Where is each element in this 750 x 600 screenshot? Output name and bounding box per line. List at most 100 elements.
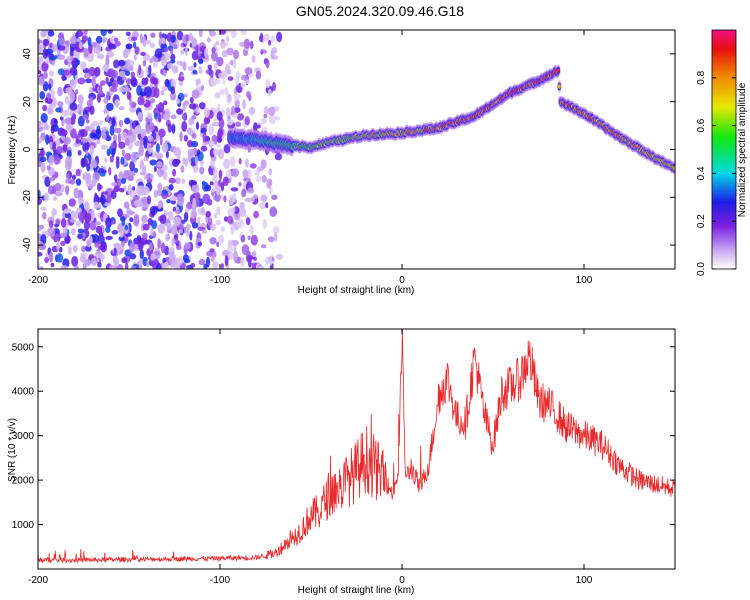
noise-cell xyxy=(216,56,224,67)
noise-cell xyxy=(213,213,218,219)
noise-cell xyxy=(260,117,267,125)
noise-cell xyxy=(38,137,43,144)
noise-cell xyxy=(115,99,119,107)
noise-cell xyxy=(115,158,120,169)
noise-cell xyxy=(106,91,110,101)
noise-cell xyxy=(48,251,54,263)
noise-cell xyxy=(163,100,168,106)
noise-cell xyxy=(215,219,222,226)
noise-cell xyxy=(202,132,207,143)
noise-cell xyxy=(114,40,121,47)
noise-cell xyxy=(111,69,118,79)
noise-cell xyxy=(190,140,199,148)
noise-cell xyxy=(153,166,157,172)
noise-cell xyxy=(157,202,162,210)
noise-cell xyxy=(58,37,66,46)
noise-cell xyxy=(202,140,208,147)
noise-cell xyxy=(149,98,156,104)
snr-frame xyxy=(37,328,676,570)
noise-cell xyxy=(64,96,70,105)
noise-cell xyxy=(70,128,77,139)
noise-cell xyxy=(259,202,267,210)
noise-cell xyxy=(184,46,188,57)
noise-cell xyxy=(213,167,218,177)
noise-cell xyxy=(124,224,129,231)
noise-cell xyxy=(81,245,86,253)
noise-cell xyxy=(141,196,150,205)
noise-cell xyxy=(130,151,138,163)
noise-cell xyxy=(54,182,62,192)
noise-cell xyxy=(129,253,137,260)
noise-cell xyxy=(71,255,79,267)
noise-cell xyxy=(107,30,114,34)
noise-cell xyxy=(236,113,245,121)
noise-cell xyxy=(261,174,267,183)
noise-cell xyxy=(190,208,197,219)
y-tick-label: 40 xyxy=(22,48,33,60)
noise-cell xyxy=(124,249,132,257)
noise-cell xyxy=(141,214,148,224)
noise-cell xyxy=(223,144,231,154)
noise-cell xyxy=(87,36,92,47)
y-tick-label: 20 xyxy=(22,96,33,108)
noise-cell xyxy=(218,169,223,180)
noise-cell xyxy=(94,192,98,200)
noise-cell xyxy=(223,69,227,78)
noise-cell xyxy=(70,218,76,223)
noise-cell xyxy=(166,63,174,70)
noise-cell xyxy=(163,47,168,53)
noise-cell xyxy=(199,102,206,110)
noise-cell xyxy=(108,44,117,50)
noise-cell xyxy=(183,134,188,142)
noise-cell xyxy=(47,226,56,237)
noise-cell xyxy=(239,208,247,218)
noise-cell xyxy=(93,67,101,77)
noise-cell xyxy=(95,35,103,44)
noise-cell xyxy=(191,89,200,99)
noise-cell xyxy=(182,101,186,112)
noise-cell xyxy=(121,218,126,227)
noise-cell xyxy=(97,182,102,192)
noise-cell xyxy=(199,30,203,38)
noise-cell xyxy=(129,160,136,172)
noise-cell xyxy=(100,194,106,205)
noise-cell xyxy=(227,76,234,81)
noise-cell xyxy=(113,185,121,193)
noise-cell xyxy=(54,233,60,241)
spectrogram-frame xyxy=(37,29,676,270)
noise-cell xyxy=(95,128,102,140)
noise-cell xyxy=(72,245,78,253)
noise-cell xyxy=(38,43,43,54)
noise-cell xyxy=(176,193,184,202)
y-tick-label: 2000 xyxy=(12,476,35,487)
noise-cell xyxy=(201,180,206,186)
noise-cell xyxy=(156,262,162,269)
noise-cell xyxy=(191,133,197,139)
noise-cell xyxy=(97,261,102,268)
noise-cell xyxy=(172,206,177,212)
noise-cell xyxy=(188,103,197,110)
noise-cell xyxy=(234,98,240,109)
colorbar-ticks: 0.0 0.2 0.4 0.6 0.8 xyxy=(696,70,736,276)
noise-cell xyxy=(108,166,112,176)
noise-cell xyxy=(83,73,91,79)
noise-cell xyxy=(60,218,67,228)
noise-cell xyxy=(233,93,239,101)
noise-cell xyxy=(39,156,47,163)
noise-cell xyxy=(60,129,68,137)
noise-cell xyxy=(131,36,138,41)
noise-cell xyxy=(218,234,224,244)
noise-cell xyxy=(178,81,184,86)
noise-cell xyxy=(113,59,120,69)
noise-cell xyxy=(155,143,160,153)
noise-cell xyxy=(65,87,72,94)
noise-cell xyxy=(48,155,54,166)
noise-cell xyxy=(157,182,163,191)
noise-cell xyxy=(223,158,231,170)
noise-cell xyxy=(64,212,72,219)
noise-cell xyxy=(96,53,105,60)
noise-cell xyxy=(137,111,143,121)
snr-y-axis: 1000 2000 3000 4000 5000 xyxy=(12,342,675,531)
noise-cell xyxy=(255,175,262,183)
noise-cell xyxy=(147,135,154,143)
